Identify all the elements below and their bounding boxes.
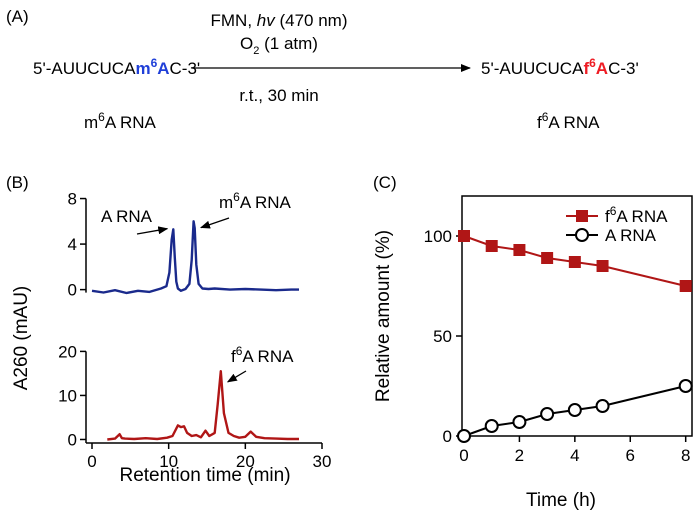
- chart-b-ytick-label: 0: [68, 281, 77, 300]
- chart-b-ytick-label: 0: [68, 430, 77, 449]
- peak-label: m6A RNA: [219, 190, 292, 212]
- chart-c-xtick-label: 2: [515, 446, 524, 465]
- peak-arrow: [200, 217, 230, 229]
- legend-label: f6A RNA: [605, 204, 668, 226]
- chart-b-ylabel: A260 (mAU): [11, 286, 32, 391]
- data-point-square: [513, 244, 526, 256]
- data-point-square: [458, 230, 470, 242]
- reaction-condition-time: r.t., 30 min: [239, 86, 318, 105]
- data-point-circle: [512, 415, 527, 429]
- data-point-square: [485, 240, 498, 252]
- chart-c-ytick-label: 0: [443, 427, 452, 446]
- product-name: f6A RNA: [537, 110, 600, 132]
- data-point-square: [541, 252, 554, 264]
- legend-marker-circle: [575, 228, 589, 242]
- peak-label: f6A RNA: [231, 344, 294, 366]
- peak-label-text: m: [219, 193, 233, 212]
- chart-b-ytick-label: 20: [58, 342, 77, 361]
- legend-label-text: A RNA: [605, 226, 657, 245]
- legend-marker-square: [576, 210, 588, 222]
- chart-b-xtick-label: 30: [313, 452, 332, 471]
- data-point-square: [596, 260, 609, 272]
- peak-label-text: f: [231, 347, 236, 366]
- chart-c-ytick-label: 50: [433, 327, 452, 346]
- data-point-square: [679, 280, 692, 292]
- panel-b-label: (B): [6, 173, 29, 192]
- legend-label-text-post: A RNA: [616, 207, 668, 226]
- reaction-condition-oxygen: O2 (1 atm): [240, 34, 318, 57]
- chromatogram-trace-0: [91, 220, 299, 295]
- peak-label-text-post: A RNA: [242, 347, 294, 366]
- legend-label: A RNA: [605, 226, 657, 245]
- data-point-circle: [484, 419, 499, 433]
- chart-c-xtick-label: 0: [459, 446, 468, 465]
- peak-label-sup: 6: [233, 190, 240, 204]
- chart-b-ytick-label: 10: [58, 386, 77, 405]
- data-point-circle: [678, 379, 693, 393]
- data-point-square: [568, 256, 581, 268]
- peak-label-text-post: A RNA: [240, 193, 292, 212]
- legend-label-text: f: [605, 207, 610, 226]
- chart-b-ytick-label: 4: [68, 235, 77, 254]
- chart-c-xtick-label: 4: [570, 446, 579, 465]
- peak-arrow: [136, 226, 169, 235]
- chart-c-xlabel: Time (h): [526, 490, 596, 511]
- reactant-name: m6A RNA: [84, 110, 157, 132]
- chart-c-ylabel: Relative amount (%): [373, 230, 394, 402]
- data-point-circle: [457, 429, 471, 443]
- data-point-circle: [540, 407, 555, 421]
- peak-label-text: A RNA: [101, 207, 153, 226]
- legend-label-sup: 6: [610, 204, 617, 218]
- data-point-circle: [567, 403, 582, 417]
- chart-c-frame: [461, 195, 693, 437]
- peak-arrow: [226, 370, 247, 383]
- chromatogram-trace-1: [107, 370, 299, 441]
- data-point-circle: [595, 399, 610, 413]
- chart-b-xtick-label: 20: [236, 452, 255, 471]
- chart-c-xtick-label: 8: [681, 446, 690, 465]
- peak-label-sup: 6: [236, 344, 243, 358]
- product-sequence: 5'-AUUCUCAf6AC-3': [481, 56, 639, 78]
- panel-a-label: (A): [6, 7, 29, 26]
- chart-c-xtick-label: 6: [626, 446, 635, 465]
- peak-label: A RNA: [101, 207, 153, 226]
- reactant-sequence: 5'-AUUCUCAm6AC-3': [33, 56, 200, 78]
- chart-b-ytick-label: 8: [68, 190, 77, 209]
- chart-b-xlabel: Retention time (min): [119, 465, 290, 486]
- reaction-condition-reagents: FMN, hv (470 nm): [211, 11, 348, 30]
- chart-b-xtick-label: 10: [159, 452, 178, 471]
- chart-b-xtick-label: 0: [87, 452, 96, 471]
- panel-c-label: (C): [373, 173, 397, 192]
- chart-c-ytick-label: 100: [424, 227, 452, 246]
